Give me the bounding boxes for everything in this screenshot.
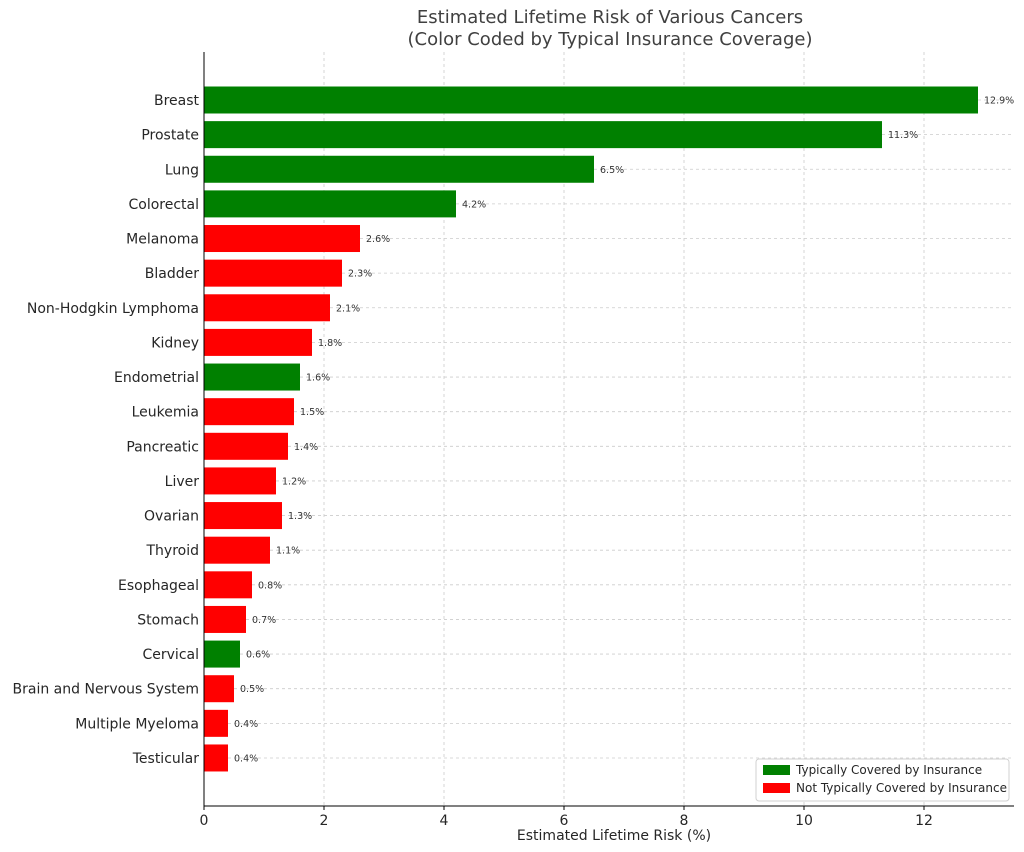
category-label: Melanoma <box>126 232 199 248</box>
category-label: Liver <box>165 474 200 490</box>
bar <box>204 86 978 114</box>
bar <box>204 294 330 322</box>
bar <box>204 709 228 737</box>
legend-swatch <box>763 783 790 793</box>
data-label: 0.7% <box>252 615 276 626</box>
data-label: 0.6% <box>246 650 270 661</box>
category-label: Bladder <box>145 266 199 282</box>
x-tick-label: 0 <box>200 813 209 829</box>
data-label: 2.3% <box>348 269 372 280</box>
x-tick-label: 2 <box>320 813 329 829</box>
bar <box>204 363 300 391</box>
bar <box>204 225 360 253</box>
bar <box>204 744 228 772</box>
category-label: Prostate <box>141 128 199 144</box>
data-label: 4.2% <box>462 199 486 210</box>
category-label: Pancreatic <box>126 439 199 455</box>
bar <box>204 398 294 426</box>
chart-title-line-1: Estimated Lifetime Risk of Various Cance… <box>416 7 804 28</box>
category-label: Breast <box>154 93 200 109</box>
bar <box>204 675 234 703</box>
category-label: Testicular <box>132 751 199 767</box>
legend-box <box>755 758 1010 802</box>
category-label: Non-Hodgkin Lymphoma <box>27 301 199 317</box>
data-label: 1.5% <box>300 407 324 418</box>
bar <box>204 640 240 668</box>
data-label: 1.3% <box>288 511 312 522</box>
bar <box>204 536 270 564</box>
legend-label: Not Typically Covered by Insurance <box>796 781 1007 795</box>
bar <box>204 571 252 599</box>
x-tick-label: 4 <box>440 813 449 829</box>
bar <box>204 259 342 287</box>
bar <box>204 121 882 149</box>
data-label: 2.6% <box>366 234 390 245</box>
legend-swatch <box>763 765 790 775</box>
category-label: Ovarian <box>144 509 199 525</box>
category-label: Esophageal <box>118 578 199 594</box>
data-label: 0.4% <box>234 719 258 730</box>
category-label: Leukemia <box>132 405 199 421</box>
category-label: Cervical <box>143 647 200 663</box>
bar <box>204 190 456 218</box>
x-tick-label: 8 <box>680 813 689 829</box>
legend-label: Typically Covered by Insurance <box>795 763 982 777</box>
x-axis-title: Estimated Lifetime Risk (%) <box>517 828 711 844</box>
data-label: 1.1% <box>276 546 300 557</box>
data-label: 2.1% <box>336 303 360 314</box>
bar <box>204 605 246 633</box>
category-label: Brain and Nervous System <box>13 682 199 698</box>
data-label: 1.4% <box>294 442 318 453</box>
bar <box>204 155 594 183</box>
category-label: Colorectal <box>128 197 199 213</box>
category-label: Thyroid <box>146 543 200 559</box>
x-tick-label: 6 <box>560 813 569 829</box>
bar <box>204 467 276 495</box>
bar <box>204 502 282 530</box>
data-label: 1.2% <box>282 476 306 487</box>
category-label: Lung <box>165 162 199 178</box>
bar <box>204 432 288 460</box>
bar <box>204 328 312 356</box>
data-label: 12.9% <box>984 96 1014 107</box>
data-label: 1.8% <box>318 338 342 349</box>
category-label: Endometrial <box>114 370 199 386</box>
x-tick-label: 12 <box>915 813 933 829</box>
category-label: Kidney <box>151 335 199 351</box>
data-label: 6.5% <box>600 165 624 176</box>
chart-title-line-2: (Color Coded by Typical Insurance Covera… <box>407 29 813 50</box>
data-label: 0.8% <box>258 580 282 591</box>
data-label: 1.6% <box>306 373 330 384</box>
data-label: 0.4% <box>234 753 258 764</box>
category-label: Multiple Myeloma <box>75 716 199 732</box>
x-tick-label: 10 <box>795 813 813 829</box>
data-label: 0.5% <box>240 684 264 695</box>
data-label: 11.3% <box>888 130 918 141</box>
category-label: Stomach <box>137 612 199 628</box>
